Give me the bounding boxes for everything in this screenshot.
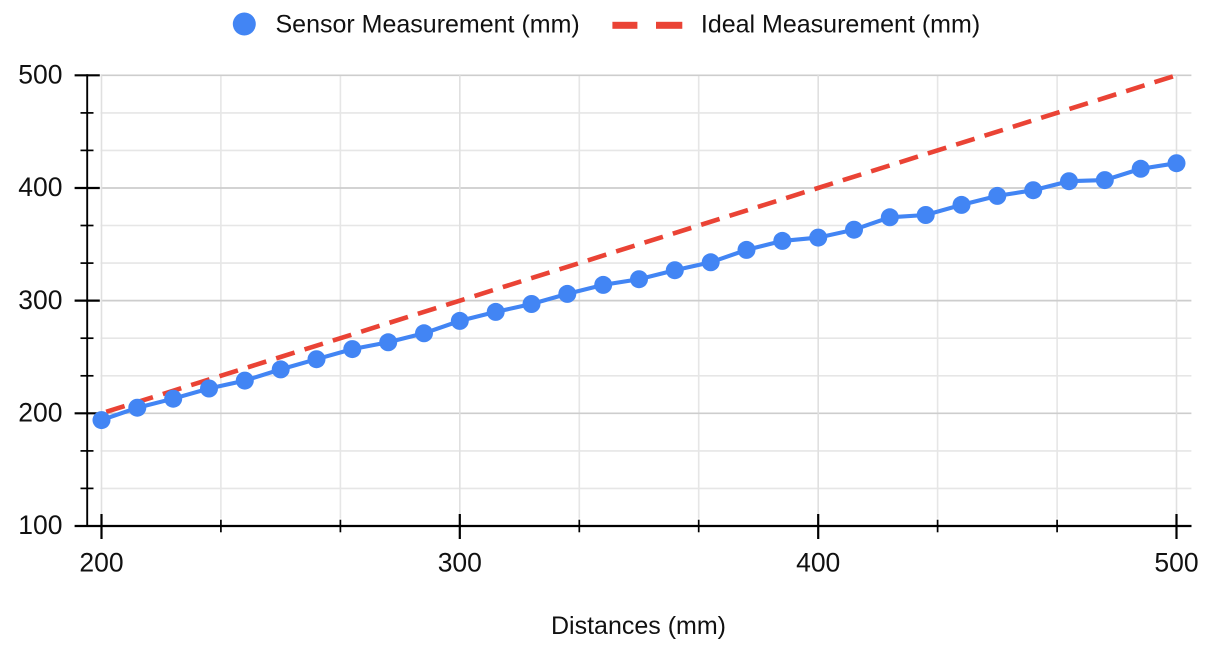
svg-text:300: 300 [438,548,482,578]
svg-text:Distances (mm): Distances (mm) [551,612,726,640]
svg-text:200: 200 [18,398,62,428]
svg-text:500: 500 [1154,548,1198,578]
svg-text:400: 400 [796,548,840,578]
svg-text:400: 400 [18,172,62,202]
svg-text:500: 500 [18,60,62,90]
svg-text:Sensor Measurement (mm): Sensor Measurement (mm) [276,10,580,38]
svg-text:Ideal Measurement (mm): Ideal Measurement (mm) [701,10,980,38]
svg-text:300: 300 [18,285,62,315]
svg-text:100: 100 [18,510,62,540]
svg-text:200: 200 [79,548,123,578]
